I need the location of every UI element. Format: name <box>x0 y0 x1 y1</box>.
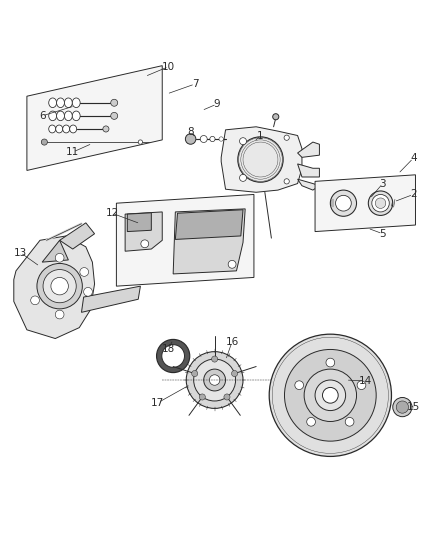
Polygon shape <box>315 175 416 231</box>
Text: 2: 2 <box>410 189 417 199</box>
Ellipse shape <box>70 125 77 133</box>
Circle shape <box>212 356 218 362</box>
Ellipse shape <box>49 111 57 120</box>
Text: 5: 5 <box>379 229 386 239</box>
Circle shape <box>43 270 76 303</box>
Polygon shape <box>297 179 319 190</box>
Circle shape <box>240 138 247 144</box>
Circle shape <box>393 398 412 417</box>
Polygon shape <box>297 142 319 157</box>
Circle shape <box>269 334 392 456</box>
Text: 7: 7 <box>192 79 198 89</box>
Circle shape <box>345 417 354 426</box>
Circle shape <box>326 358 335 367</box>
Circle shape <box>156 340 190 373</box>
Circle shape <box>204 369 226 391</box>
Circle shape <box>111 112 118 119</box>
Polygon shape <box>127 213 151 231</box>
Circle shape <box>315 380 346 410</box>
Ellipse shape <box>63 125 70 133</box>
Text: 6: 6 <box>39 111 46 121</box>
Ellipse shape <box>49 125 56 133</box>
Text: 3: 3 <box>379 179 386 189</box>
Circle shape <box>55 310 64 319</box>
Text: 13: 13 <box>14 247 27 257</box>
Polygon shape <box>14 236 95 338</box>
Polygon shape <box>175 210 243 239</box>
Circle shape <box>238 137 283 182</box>
Polygon shape <box>81 286 141 312</box>
Text: 17: 17 <box>151 398 165 408</box>
Text: 15: 15 <box>406 402 420 412</box>
Polygon shape <box>42 240 68 262</box>
Circle shape <box>396 401 409 413</box>
Circle shape <box>232 370 238 377</box>
Ellipse shape <box>72 98 80 108</box>
Circle shape <box>284 179 289 184</box>
Circle shape <box>55 253 64 262</box>
Circle shape <box>228 261 236 268</box>
Text: 10: 10 <box>162 61 175 71</box>
Circle shape <box>210 136 215 142</box>
Ellipse shape <box>72 111 80 120</box>
Text: 18: 18 <box>162 344 175 353</box>
Circle shape <box>375 198 386 208</box>
Circle shape <box>37 263 82 309</box>
Text: 8: 8 <box>187 127 194 137</box>
Circle shape <box>111 99 118 106</box>
Polygon shape <box>297 164 319 177</box>
Polygon shape <box>60 223 95 249</box>
Text: 16: 16 <box>226 337 239 346</box>
Circle shape <box>200 135 207 142</box>
Circle shape <box>186 352 243 408</box>
Circle shape <box>138 140 143 144</box>
Ellipse shape <box>64 111 72 120</box>
Circle shape <box>103 126 109 132</box>
Circle shape <box>285 350 376 441</box>
Circle shape <box>307 417 315 426</box>
Circle shape <box>199 394 205 400</box>
Ellipse shape <box>64 98 72 108</box>
Circle shape <box>322 387 338 403</box>
Circle shape <box>372 195 389 212</box>
Circle shape <box>330 190 357 216</box>
Circle shape <box>219 137 223 141</box>
Circle shape <box>141 240 149 248</box>
Circle shape <box>295 381 304 390</box>
Polygon shape <box>221 127 302 192</box>
Ellipse shape <box>49 98 57 108</box>
Circle shape <box>194 359 236 401</box>
Circle shape <box>84 287 92 296</box>
Circle shape <box>224 394 230 400</box>
Polygon shape <box>125 212 162 251</box>
Polygon shape <box>173 209 245 274</box>
Circle shape <box>162 345 184 367</box>
Circle shape <box>185 134 196 144</box>
Ellipse shape <box>57 98 64 108</box>
Circle shape <box>273 114 279 120</box>
Circle shape <box>368 191 393 215</box>
Circle shape <box>192 370 198 377</box>
Circle shape <box>41 139 47 145</box>
Ellipse shape <box>56 125 63 133</box>
Circle shape <box>304 369 357 422</box>
Polygon shape <box>117 195 254 286</box>
Text: 11: 11 <box>66 147 79 157</box>
Circle shape <box>336 195 351 211</box>
Circle shape <box>357 381 366 390</box>
Text: 4: 4 <box>410 153 417 163</box>
Circle shape <box>240 174 247 181</box>
Circle shape <box>284 135 289 140</box>
Circle shape <box>209 375 220 385</box>
Text: 12: 12 <box>106 208 119 218</box>
Circle shape <box>80 268 88 276</box>
Circle shape <box>31 296 39 305</box>
Polygon shape <box>27 66 162 171</box>
Text: 14: 14 <box>359 376 372 386</box>
Text: 1: 1 <box>257 131 264 141</box>
Ellipse shape <box>57 111 64 120</box>
Circle shape <box>51 277 68 295</box>
Text: 9: 9 <box>213 99 220 109</box>
